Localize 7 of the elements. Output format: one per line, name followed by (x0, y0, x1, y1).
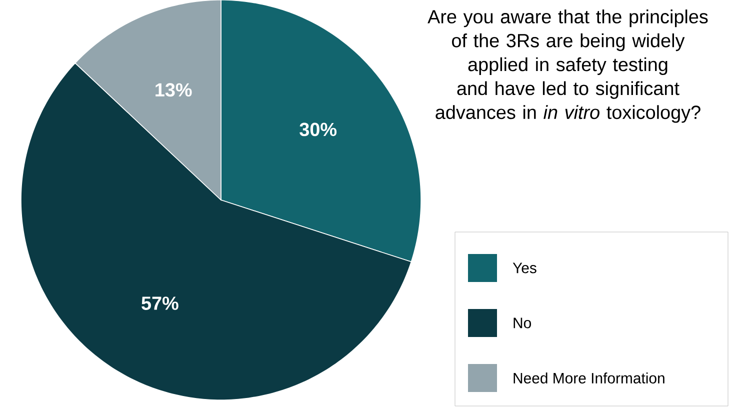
data-label: 13% (156, 83, 192, 97)
data-label: 30% (300, 122, 337, 136)
legend-label: Need More Information (514, 372, 664, 384)
legend-label: Yes (512, 262, 536, 274)
legend-label: No (514, 318, 531, 328)
data-label: 57% (142, 296, 178, 310)
text: Are you aware that the principles of the 3Rs are being widely applied in safety testing and have led to significant advances in in vitro toxicology? (428, 10, 708, 123)
